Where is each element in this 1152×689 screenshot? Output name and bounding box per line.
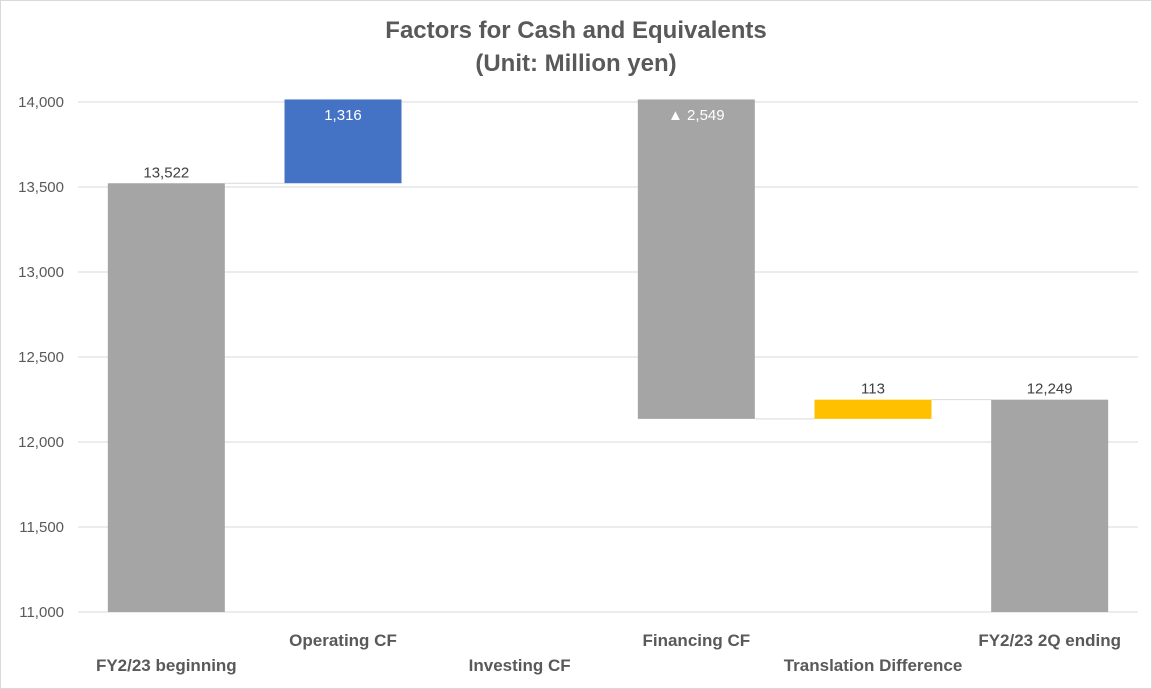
gridlines [78, 101, 1138, 613]
chart-title-line-1: Factors for Cash and Equivalents [385, 17, 767, 44]
y-tick-label: 11,500 [19, 519, 64, 536]
x-category-label: Financing CF [642, 631, 750, 650]
x-axis: FY2/23 beginning Operating CF Investing CF… [96, 631, 1121, 675]
bar [637, 99, 755, 419]
data-label: ▲ 153 [498, 107, 542, 124]
data-label: 12,249 [1027, 381, 1073, 398]
y-axis: 11,000 11,500 12,000 12,500 13,000 13,500 14,0… [18, 94, 64, 621]
bar [284, 99, 402, 184]
bar [107, 183, 225, 612]
bar [814, 399, 932, 419]
y-tick-label: 12,500 [18, 349, 64, 366]
chart-title-line-2: (Unit: Million yen) [475, 50, 677, 77]
y-tick-label: 11,000 [19, 604, 64, 621]
data-label: 113 [861, 381, 885, 398]
x-category-label: FY2/23 2Q ending [978, 631, 1121, 650]
y-tick-label: 12,000 [18, 434, 64, 451]
chart-title: Factors for Cash and Equivalents (Unit: … [0, 14, 1152, 80]
data-label: ▲ 2,549 [668, 107, 725, 124]
x-category-label: Translation Difference [784, 656, 963, 675]
x-category-label: FY2/23 beginning [96, 656, 237, 675]
data-label: 13,522 [143, 164, 189, 181]
y-tick-label: 14,000 [18, 94, 64, 111]
y-tick-label: 13,500 [18, 179, 64, 196]
bar [991, 399, 1109, 612]
connector-lines [224, 182, 992, 420]
x-category-label: Investing CF [469, 656, 571, 675]
bars [107, 99, 1109, 612]
data-labels: 13,522 1,316 ▲ 153 ▲ 2,549 113 12,249 [143, 107, 1072, 398]
data-label: 1,316 [324, 107, 362, 124]
x-category-label: Operating CF [289, 631, 397, 650]
y-tick-label: 13,000 [18, 264, 64, 281]
